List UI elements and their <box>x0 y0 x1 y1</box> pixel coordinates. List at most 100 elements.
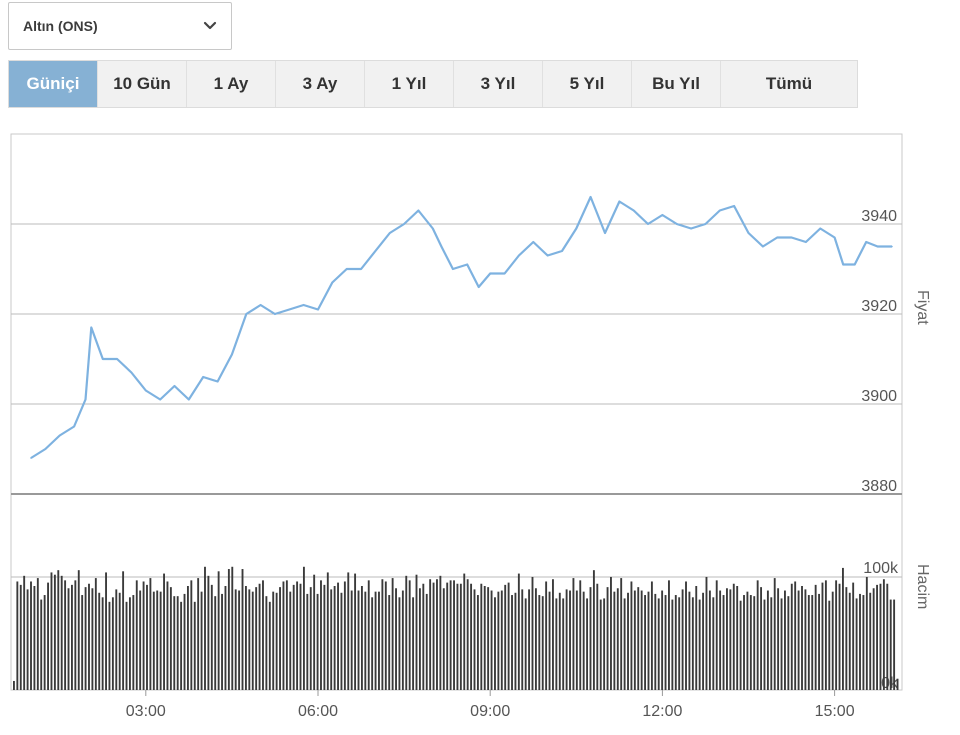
volume-bar <box>152 591 155 690</box>
volume-bar <box>746 591 749 690</box>
volume-bar <box>204 566 206 690</box>
price-point <box>159 398 161 401</box>
volume-bar <box>838 583 841 690</box>
price-point <box>518 254 520 257</box>
volume-bar <box>558 592 561 690</box>
volume-bar <box>347 572 350 690</box>
volume-bar <box>193 601 196 690</box>
tab-10-days[interactable]: 10 Gün <box>98 61 187 107</box>
volume-bar <box>521 589 524 690</box>
tab-this-year[interactable]: Bu Yıl <box>632 61 721 107</box>
volume-bar <box>405 575 408 690</box>
volume-bar <box>784 590 786 690</box>
volume-bar <box>173 596 176 690</box>
volume-bar <box>272 591 275 690</box>
price-point <box>302 304 305 306</box>
volume-bar <box>275 592 278 690</box>
volume-bar <box>623 598 626 690</box>
volume-bar <box>60 575 63 690</box>
volume-bar <box>859 593 861 690</box>
volume-bar <box>111 597 114 690</box>
price-point <box>432 227 434 230</box>
volume-bar <box>26 589 29 690</box>
price-point <box>661 214 664 216</box>
volume-bar <box>818 593 820 690</box>
volume-bar <box>306 593 309 690</box>
volume-bar <box>592 570 595 690</box>
volume-bar <box>613 591 616 690</box>
volume-bar <box>244 586 247 690</box>
volume-bar <box>896 678 899 690</box>
tab-intraday[interactable]: Güniçi <box>9 61 98 107</box>
price-point <box>647 223 649 225</box>
volume-bar <box>227 569 230 690</box>
volume-bar <box>258 583 261 690</box>
volume-bar <box>766 590 769 690</box>
volume-bar <box>582 591 585 690</box>
volume-bar <box>139 590 142 690</box>
volume-bar <box>886 583 889 690</box>
price-point <box>30 457 32 459</box>
tab-3-years[interactable]: 3 Yıl <box>454 61 543 107</box>
volume-bar <box>231 566 234 690</box>
volume-bar <box>432 582 435 690</box>
volume-bar <box>763 599 766 690</box>
volume-bar <box>459 583 462 690</box>
volume-bar <box>524 598 527 690</box>
volume-bar <box>210 584 213 690</box>
price-point <box>618 200 621 203</box>
tab-all[interactable]: Tümü <box>721 61 857 107</box>
volume-bar <box>183 593 186 690</box>
price-point <box>102 358 104 360</box>
price-axis-title: Fiyat <box>914 290 931 325</box>
instrument-select[interactable]: Altın (ONS) <box>8 2 232 50</box>
volume-bar <box>401 590 404 690</box>
price-point <box>833 236 836 239</box>
volume-bar <box>309 587 312 690</box>
volume-bar <box>296 581 299 690</box>
volume-bar <box>773 578 776 690</box>
volume-bar <box>248 589 251 690</box>
price-point <box>90 326 93 329</box>
chevron-down-icon <box>203 21 217 30</box>
volume-bar <box>678 597 681 690</box>
volume-bar <box>552 579 554 690</box>
tab-3-months[interactable]: 3 Ay <box>276 61 365 107</box>
price-tick-label: 3940 <box>861 208 897 225</box>
volume-bar <box>16 581 19 690</box>
price-point <box>466 263 469 266</box>
volume-bar <box>633 590 636 690</box>
volume-bar <box>207 575 210 690</box>
volume-bar <box>760 587 763 690</box>
volume-bar <box>422 583 425 690</box>
volume-bar <box>821 582 824 690</box>
volume-bar <box>388 595 391 690</box>
price-tick-label: 3920 <box>861 298 897 315</box>
volume-bar <box>408 580 411 690</box>
volume-bar <box>586 598 589 690</box>
volume-bar <box>169 587 172 690</box>
volume-bar <box>715 580 718 690</box>
price-point <box>216 380 219 383</box>
price-point <box>704 223 707 225</box>
volume-bar <box>835 580 838 690</box>
volume-bar <box>872 588 875 690</box>
tab-1-month[interactable]: 1 Ay <box>187 61 276 107</box>
volume-bar <box>350 590 353 690</box>
price-point <box>747 232 750 234</box>
price-point <box>805 241 807 243</box>
price-point <box>819 227 822 230</box>
volume-bar <box>511 595 513 690</box>
volume-bar <box>695 586 698 690</box>
volume-bar <box>712 597 715 690</box>
tab-1-year[interactable]: 1 Yıl <box>365 61 454 107</box>
tab-5-years[interactable]: 5 Yıl <box>543 61 632 107</box>
volume-bar <box>337 582 339 690</box>
price-point <box>546 254 549 257</box>
volume-bar <box>688 591 691 690</box>
price-point <box>317 308 319 311</box>
price-point <box>853 263 856 266</box>
volume-bar <box>831 591 834 690</box>
price-point <box>503 272 506 275</box>
volume-bar <box>398 597 401 690</box>
